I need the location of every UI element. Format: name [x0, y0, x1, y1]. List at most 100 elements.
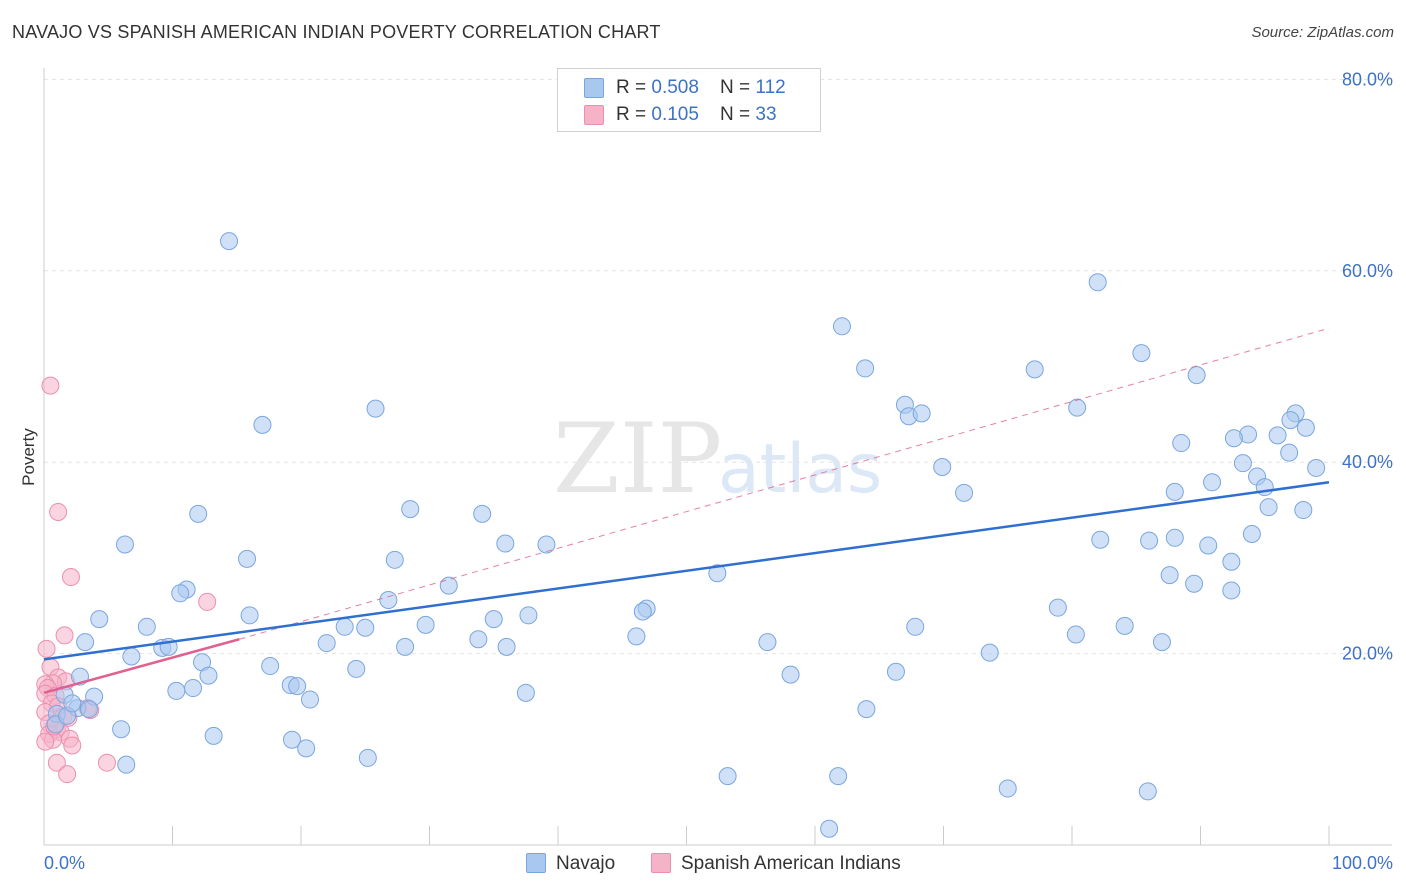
navajo-point — [288, 677, 307, 696]
navajo-point — [519, 606, 538, 625]
navajo-point — [484, 610, 503, 629]
navajo-point — [1165, 482, 1184, 501]
watermark: ZIP atlas — [553, 403, 882, 515]
spanish-point — [49, 502, 68, 521]
watermark-atlas: atlas — [718, 430, 882, 509]
legend-r-label: R = — [616, 77, 652, 98]
spanish-point — [61, 568, 80, 587]
navajo-point — [832, 317, 851, 336]
navajo-point — [90, 610, 109, 629]
navajo-point — [1115, 616, 1134, 635]
navajo-point — [1259, 498, 1278, 517]
navajo-point — [79, 700, 98, 719]
navajo-point — [1280, 443, 1299, 462]
navajo-point — [1140, 531, 1159, 550]
gridlines — [44, 78, 1392, 655]
y-tick-label: 20.0% — [1342, 644, 1393, 664]
chart-title: NAVAJO VS SPANISH AMERICAN INDIAN POVERT… — [12, 22, 661, 42]
navajo-point — [1294, 501, 1313, 520]
navajo-point — [261, 657, 280, 676]
x-tick-label: 0.0% — [44, 853, 85, 873]
legend-r-value: 0.508 — [651, 77, 699, 98]
navajo-point — [473, 504, 492, 523]
navajo-point — [1268, 426, 1287, 445]
bottom-legend-label-navajo: Navajo — [556, 853, 616, 874]
navajo-point — [708, 564, 727, 583]
source-credit: Source: ZipAtlas.com — [1251, 24, 1394, 41]
navajo-point — [167, 681, 186, 700]
navajo-point — [758, 633, 777, 652]
navajo-point — [886, 662, 905, 681]
navajo-point — [416, 615, 435, 634]
legend-n-label: N = — [720, 77, 756, 98]
navajo-point — [112, 720, 131, 739]
navajo-point — [317, 634, 336, 653]
navajo-point — [204, 726, 223, 745]
navajo-point — [933, 457, 952, 476]
navajo-point — [122, 647, 141, 666]
navajo-point — [1222, 581, 1241, 600]
navajo-point — [1187, 366, 1206, 385]
navajo-point — [1088, 273, 1107, 292]
legend-r-label: R = — [616, 104, 652, 125]
spanish-point — [55, 626, 74, 645]
y-axis-label: Poverty — [19, 428, 38, 486]
navajo-point — [633, 602, 652, 621]
navajo-point — [1165, 528, 1184, 547]
navajo-point — [1185, 574, 1204, 593]
navajo-point — [379, 591, 398, 610]
navajo-point — [1066, 625, 1085, 644]
navajo-point — [117, 755, 136, 774]
navajo-point — [912, 404, 931, 423]
navajo-point — [955, 483, 974, 502]
legend-n-value: 112 — [755, 77, 786, 98]
navajo-point — [1242, 524, 1261, 543]
navajo-point — [1222, 552, 1241, 571]
spanish-point — [198, 592, 217, 611]
bottom-legend-swatch-navajo — [526, 853, 546, 873]
y-tick-label: 80.0% — [1342, 69, 1393, 89]
spanish-point — [36, 732, 55, 751]
navajo-point — [76, 633, 95, 652]
spanish-point — [47, 753, 66, 772]
navajo-point — [358, 748, 377, 767]
navajo-point — [401, 500, 420, 519]
correlation-legend: R = 0.508 N = 112 R = 0.105 N = 33 — [557, 68, 821, 132]
navajo-point — [627, 627, 646, 646]
navajo-point — [137, 617, 156, 636]
spanish-point — [58, 765, 77, 784]
navajo-point — [856, 359, 875, 378]
navajo-point — [820, 819, 839, 838]
navajo-point — [240, 606, 259, 625]
navajo-point — [220, 232, 239, 251]
spanish-point — [37, 639, 56, 658]
navajo-point — [829, 767, 848, 786]
navajo-point — [189, 504, 208, 523]
navajo-point — [537, 535, 556, 554]
navajo-point — [1233, 454, 1252, 473]
navajo-point — [906, 617, 925, 636]
trend-lines — [43, 327, 1330, 695]
navajo-trend-line — [43, 481, 1330, 661]
navajo-point — [1224, 429, 1243, 448]
spanish-trend-line — [43, 638, 240, 695]
bottom-legend-swatch-spanish — [651, 853, 671, 873]
legend-swatch-spanish — [584, 105, 604, 125]
navajo-point — [497, 637, 516, 656]
navajo-point — [253, 415, 272, 434]
navajo-point — [1203, 473, 1222, 492]
navajo-point — [1152, 633, 1171, 652]
navajo-point — [857, 700, 876, 719]
navajo-point — [63, 694, 82, 713]
legend-n-value: 33 — [755, 104, 777, 125]
navajo-point — [347, 659, 366, 678]
navajo-points — [46, 232, 1326, 838]
y-tick-label: 60.0% — [1342, 261, 1393, 281]
navajo-point — [469, 630, 488, 649]
legend-r-value: 0.105 — [651, 104, 699, 125]
navajo-point — [1068, 398, 1087, 417]
x-tick-label: 100.0% — [1332, 853, 1393, 873]
navajo-point — [184, 679, 203, 698]
